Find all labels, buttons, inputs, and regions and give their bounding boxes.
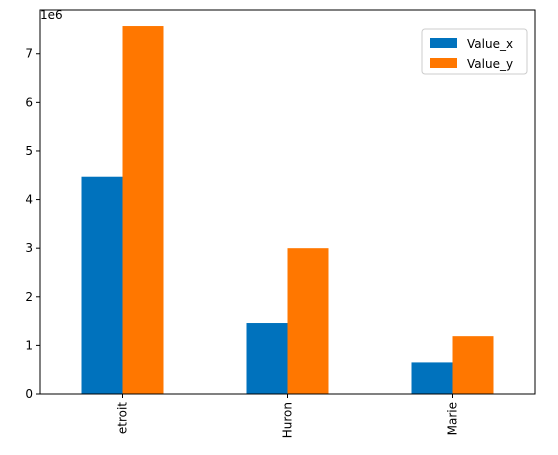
y-tick-label: 5 xyxy=(25,144,33,158)
bar-value-x-marie xyxy=(411,362,453,394)
y-tick-label: 1 xyxy=(25,338,33,352)
bars-layer xyxy=(81,26,494,394)
x-tick-label-huron: Huron xyxy=(281,402,295,438)
y-tick-label: 7 xyxy=(25,47,33,61)
bar-value-y-detroit xyxy=(122,26,164,394)
legend: Value_x Value_y xyxy=(421,28,528,75)
y-tick-label: 2 xyxy=(25,290,33,304)
bar-value-y-huron xyxy=(287,248,329,394)
y-tick-label: 0 xyxy=(25,387,33,401)
legend-swatch-value-x xyxy=(430,38,457,48)
bar-value-x-detroit xyxy=(81,176,123,394)
y-offset-label: 1e6 xyxy=(40,8,63,22)
y-tick-label: 3 xyxy=(25,241,33,255)
x-axis: etroit Huron Marie xyxy=(116,394,460,438)
legend-label-value-x: Value_x xyxy=(467,37,513,51)
legend-swatch-value-y xyxy=(430,58,457,68)
x-tick-label-detroit: etroit xyxy=(116,402,130,434)
legend-label-value-y: Value_y xyxy=(467,57,513,71)
y-tick-label: 4 xyxy=(25,193,33,207)
bar-value-y-marie xyxy=(452,336,494,394)
y-tick-label: 6 xyxy=(25,95,33,109)
x-tick-label-marie: Marie xyxy=(446,402,460,435)
bar-value-x-huron xyxy=(246,323,288,394)
y-axis: 0 1 2 3 4 5 6 7 xyxy=(25,47,40,401)
